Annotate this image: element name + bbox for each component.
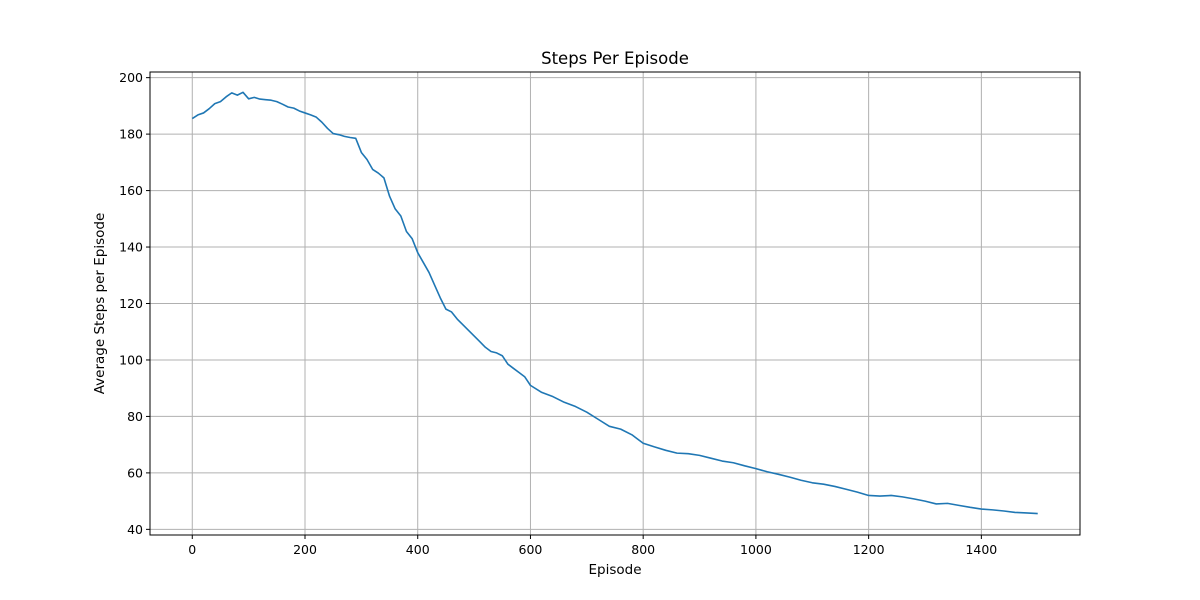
x-tick-label: 200 [293, 542, 317, 557]
x-tick-label: 1200 [853, 542, 885, 557]
y-tick-label: 140 [119, 240, 143, 255]
y-tick-label: 40 [127, 522, 143, 537]
x-axis-title: Episode [588, 562, 641, 578]
x-tick-label: 400 [406, 542, 430, 557]
x-tick-label: 0 [188, 542, 196, 557]
y-axis-title: Average Steps per Episode [92, 213, 108, 395]
gridlines [150, 72, 1080, 535]
y-tick-label: 120 [119, 296, 143, 311]
y-tick-label: 80 [127, 409, 143, 424]
x-tick-label: 800 [631, 542, 655, 557]
y-tick-label: 60 [127, 465, 143, 480]
series-layer [191, 91, 1038, 515]
x-tick-label: 600 [519, 542, 543, 557]
chart-title: Steps Per Episode [541, 49, 689, 68]
x-tick-label: 1000 [740, 542, 772, 557]
x-tick-label: 1400 [965, 542, 997, 557]
axis-ticks: 0 200 400 600 800 1000 1200 1400 40 60 80 100 120 140… [119, 70, 997, 557]
y-tick-label: 200 [119, 70, 143, 85]
y-tick-label: 180 [119, 127, 143, 142]
y-tick-label: 100 [119, 352, 143, 367]
y-tick-label: 160 [119, 183, 143, 198]
series-line [191, 91, 1038, 515]
